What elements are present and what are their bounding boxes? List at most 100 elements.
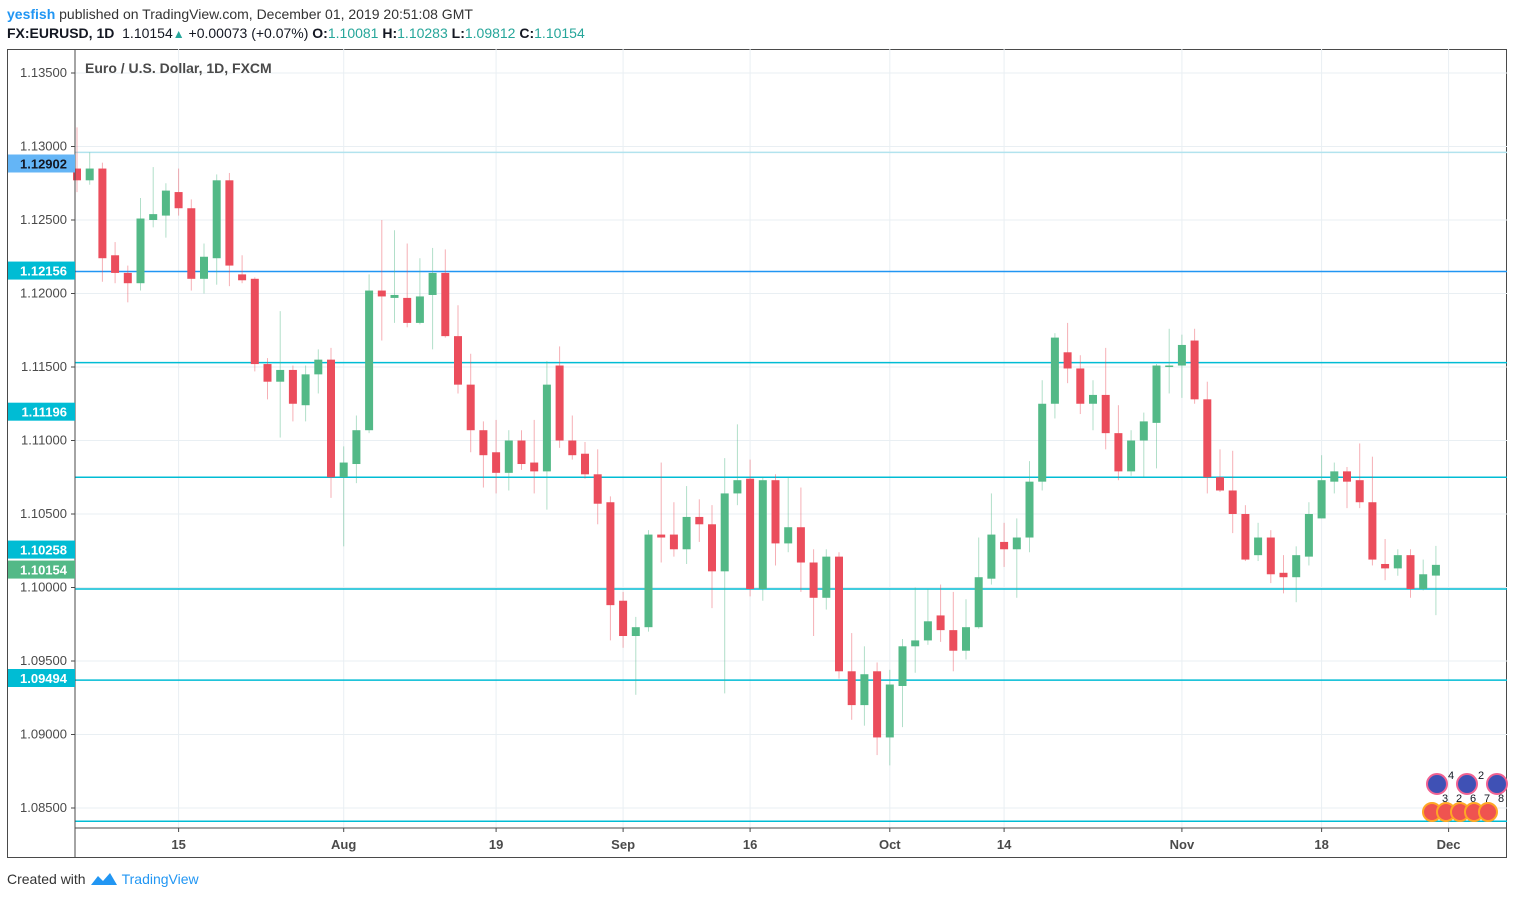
candle-up[interactable]	[1419, 574, 1428, 589]
candle-up[interactable]	[860, 674, 869, 706]
candle-up[interactable]	[885, 684, 894, 738]
candle-down[interactable]	[263, 364, 272, 382]
candle-up[interactable]	[301, 374, 310, 406]
candle-down[interactable]	[847, 671, 856, 706]
candle-up[interactable]	[1012, 537, 1021, 550]
candle-up[interactable]	[1025, 481, 1034, 538]
candle-down[interactable]	[1279, 572, 1288, 578]
candle-down[interactable]	[771, 480, 780, 544]
candle-down[interactable]	[517, 440, 526, 465]
candle-down[interactable]	[1216, 477, 1224, 491]
candle-down[interactable]	[327, 359, 335, 478]
candle-down[interactable]	[1000, 541, 1009, 550]
candle-up[interactable]	[733, 480, 742, 494]
candle-up[interactable]	[911, 640, 920, 647]
candle-up[interactable]	[212, 180, 221, 259]
candle-up[interactable]	[504, 440, 513, 473]
candle-up[interactable]	[631, 627, 640, 637]
candle-up[interactable]	[1050, 337, 1059, 404]
candle-down[interactable]	[403, 297, 412, 323]
candle-up[interactable]	[987, 534, 996, 579]
tradingview-link[interactable]: TradingView	[121, 871, 199, 887]
candle-down[interactable]	[1355, 480, 1364, 503]
candle-down[interactable]	[708, 524, 716, 572]
candle-up[interactable]	[1330, 471, 1339, 482]
candle-up[interactable]	[149, 214, 158, 220]
candle-down[interactable]	[441, 272, 450, 337]
candle-up[interactable]	[1165, 365, 1174, 368]
candle-down[interactable]	[936, 615, 945, 631]
candle-down[interactable]	[1241, 514, 1250, 560]
eu-event-icon[interactable]	[1426, 773, 1448, 795]
candle-down[interactable]	[225, 180, 234, 266]
candle-down[interactable]	[73, 168, 81, 181]
candle-down[interactable]	[568, 440, 577, 456]
candle-down[interactable]	[581, 453, 589, 475]
candle-up[interactable]	[1139, 421, 1148, 441]
candle-down[interactable]	[746, 478, 755, 589]
candle-up[interactable]	[136, 218, 145, 284]
candle-down[interactable]	[669, 534, 678, 550]
candle-up[interactable]	[161, 190, 170, 216]
candle-up[interactable]	[1127, 440, 1136, 472]
candle-up[interactable]	[1038, 403, 1047, 482]
candle-up[interactable]	[1304, 514, 1313, 557]
candle-up[interactable]	[1431, 564, 1440, 576]
candle-up[interactable]	[352, 430, 361, 465]
candle-up[interactable]	[758, 480, 767, 589]
candle-up[interactable]	[415, 296, 424, 323]
candle-down[interactable]	[606, 502, 615, 606]
candle-down[interactable]	[809, 562, 818, 598]
candle-down[interactable]	[466, 384, 475, 431]
candle-down[interactable]	[111, 255, 120, 273]
candle-down[interactable]	[1228, 490, 1237, 514]
candle-up[interactable]	[1089, 394, 1097, 404]
candle-down[interactable]	[949, 630, 958, 651]
candle-up[interactable]	[542, 384, 551, 472]
candle-down[interactable]	[1368, 502, 1377, 560]
candle-down[interactable]	[288, 369, 297, 404]
candle-down[interactable]	[1203, 399, 1212, 478]
eu-event-icon[interactable]	[1456, 773, 1478, 795]
candle-down[interactable]	[1406, 555, 1415, 589]
candle-down[interactable]	[1266, 537, 1275, 575]
candle-up[interactable]	[644, 534, 653, 628]
candle-up[interactable]	[1177, 344, 1186, 366]
candle-down[interactable]	[593, 474, 602, 504]
candlestick-chart[interactable]: 1.13500 1.13000 1.12500 1.12000 1.11500 1.110…	[7, 49, 1508, 859]
us-event-icon[interactable]	[1478, 802, 1498, 822]
candle-down[interactable]	[492, 452, 501, 473]
candle-up[interactable]	[822, 556, 831, 598]
candle-down[interactable]	[619, 600, 628, 637]
candle-down[interactable]	[250, 278, 259, 365]
author-link[interactable]: yesfish	[7, 6, 56, 22]
candle-down[interactable]	[835, 556, 843, 672]
candle-up[interactable]	[314, 359, 323, 375]
candle-down[interactable]	[796, 527, 805, 563]
candle-down[interactable]	[1381, 563, 1390, 569]
candle-up[interactable]	[962, 627, 970, 651]
candle-up[interactable]	[1254, 537, 1263, 556]
candle-up[interactable]	[1393, 555, 1402, 569]
candle-down[interactable]	[1114, 433, 1123, 472]
candle-up[interactable]	[85, 168, 94, 181]
candle-up[interactable]	[1152, 365, 1161, 423]
candle-down[interactable]	[530, 462, 539, 472]
candle-down[interactable]	[873, 671, 882, 738]
candle-down[interactable]	[174, 192, 183, 209]
candle-up[interactable]	[1317, 480, 1326, 519]
candle-up[interactable]	[974, 577, 983, 628]
candle-up[interactable]	[428, 272, 437, 295]
candle-down[interactable]	[1076, 368, 1085, 404]
candle-down[interactable]	[377, 290, 386, 297]
candle-down[interactable]	[1101, 394, 1110, 434]
candle-up[interactable]	[1292, 555, 1301, 578]
candle-up[interactable]	[390, 294, 399, 298]
candle-up[interactable]	[276, 369, 285, 382]
candle-down[interactable]	[555, 365, 564, 441]
candle-up[interactable]	[898, 646, 907, 686]
candle-down[interactable]	[454, 336, 462, 385]
candle-up[interactable]	[923, 621, 932, 641]
candle-up[interactable]	[682, 516, 691, 550]
candle-down[interactable]	[98, 168, 107, 259]
